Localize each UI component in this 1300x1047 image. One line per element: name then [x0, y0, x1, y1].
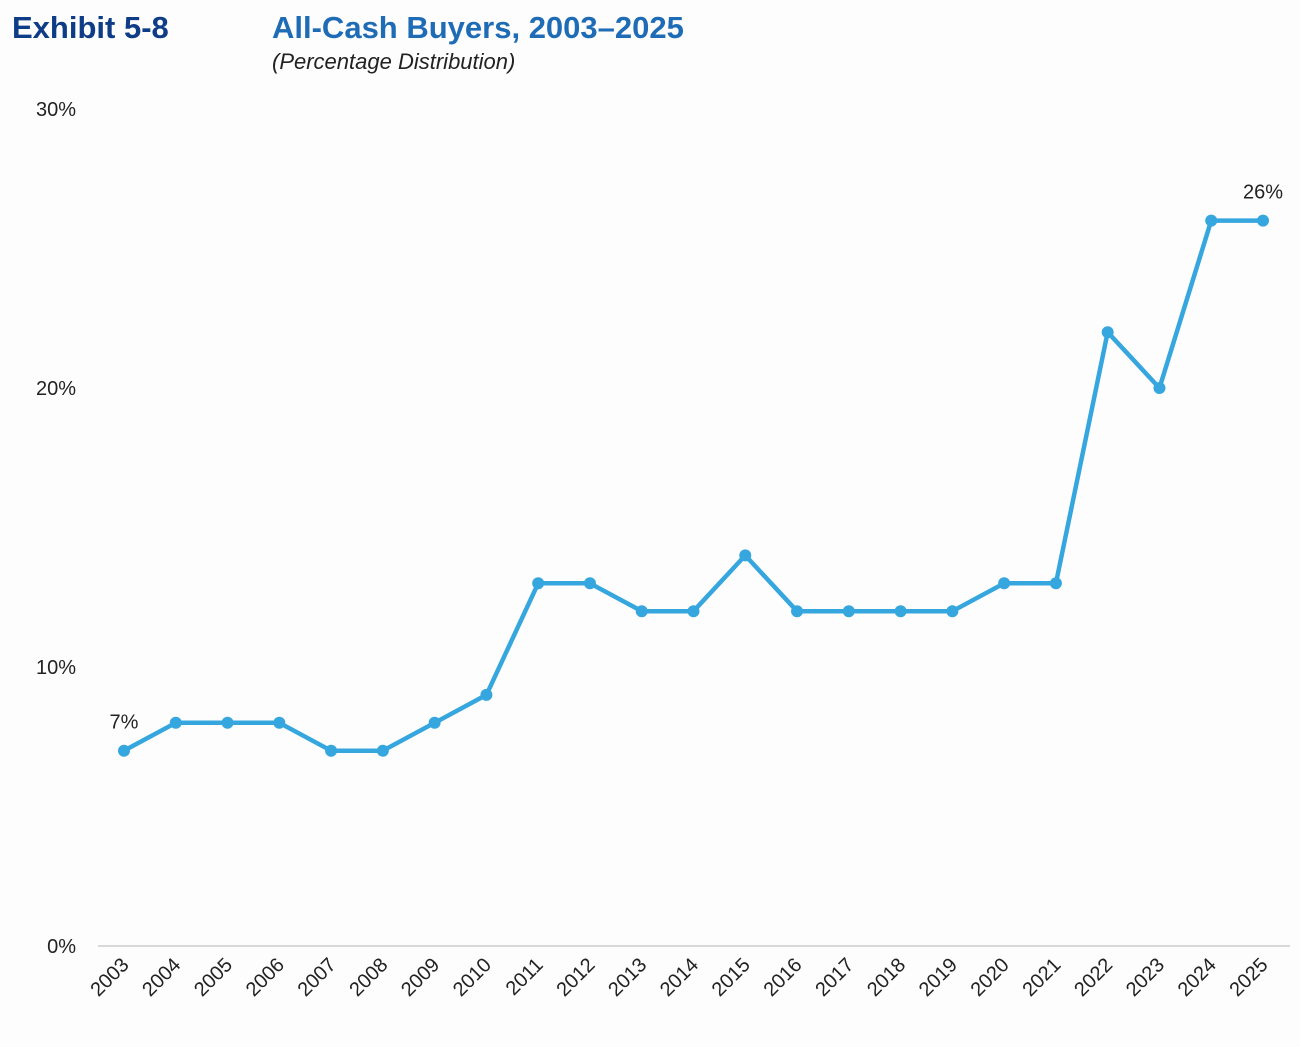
data-point [1257, 214, 1269, 227]
data-point [842, 605, 855, 618]
data-point [894, 605, 907, 618]
x-tick-label: 2005 [190, 954, 237, 1001]
y-tick-label: 30% [36, 99, 76, 121]
data-point [221, 716, 234, 729]
x-tick-label: 2012 [552, 954, 599, 1001]
data-point [791, 605, 804, 618]
data-point [532, 577, 545, 590]
chart-title: All-Cash Buyers, 2003–2025 [272, 10, 684, 45]
exhibit-number: Exhibit 5-8 [12, 10, 169, 45]
data-point [169, 716, 182, 729]
x-tick-label: 2010 [449, 954, 496, 1001]
x-tick-label: 2017 [811, 954, 858, 1001]
data-point [583, 577, 596, 590]
chart-subtitle: (Percentage Distribution) [272, 49, 516, 74]
series-line [122, 218, 1263, 753]
data-point [1101, 326, 1114, 339]
y-tick-label: 10% [36, 657, 76, 679]
data-point [739, 549, 752, 562]
x-tick-label: 2008 [345, 954, 392, 1001]
x-tick-label: 2019 [915, 954, 962, 1001]
data-point [998, 577, 1011, 590]
x-tick-label: 2018 [863, 954, 910, 1001]
x-tick-label: 2014 [656, 954, 703, 1001]
data-point [1153, 382, 1166, 394]
data-point [1049, 577, 1062, 590]
data-label: 26% [1243, 182, 1283, 204]
data-point [273, 716, 286, 729]
data-point [118, 744, 130, 757]
x-tick-label: 2003 [87, 954, 134, 1001]
x-tick-label: 2009 [397, 954, 444, 1001]
x-tick-label: 2013 [604, 954, 651, 1001]
data-point [687, 605, 700, 618]
y-tick-label: 20% [36, 378, 76, 400]
data-point [635, 605, 648, 618]
x-tick-label: 2004 [138, 954, 185, 1001]
x-tick-label: 2011 [502, 954, 548, 1000]
x-tick-label: 2006 [242, 954, 289, 1001]
data-point [1205, 214, 1218, 227]
x-tick-label: 2022 [1070, 954, 1117, 1001]
data-point [480, 688, 493, 701]
x-tick-label: 2025 [1226, 954, 1273, 1001]
data-point [428, 716, 441, 729]
x-tick-label: 2016 [760, 954, 807, 1001]
data-label: 7% [110, 712, 139, 734]
y-tick-label: 0% [47, 936, 76, 958]
x-tick-label: 2015 [708, 954, 755, 1001]
x-tick-label: 2021 [1018, 954, 1065, 1001]
x-tick-label: 2024 [1174, 954, 1221, 1001]
data-point [325, 744, 338, 757]
x-tick-label: 2007 [294, 954, 341, 1001]
x-tick-label: 2020 [967, 954, 1014, 1001]
data-point [946, 605, 959, 618]
data-point [376, 744, 389, 757]
x-tick-label: 2023 [1122, 954, 1169, 1001]
